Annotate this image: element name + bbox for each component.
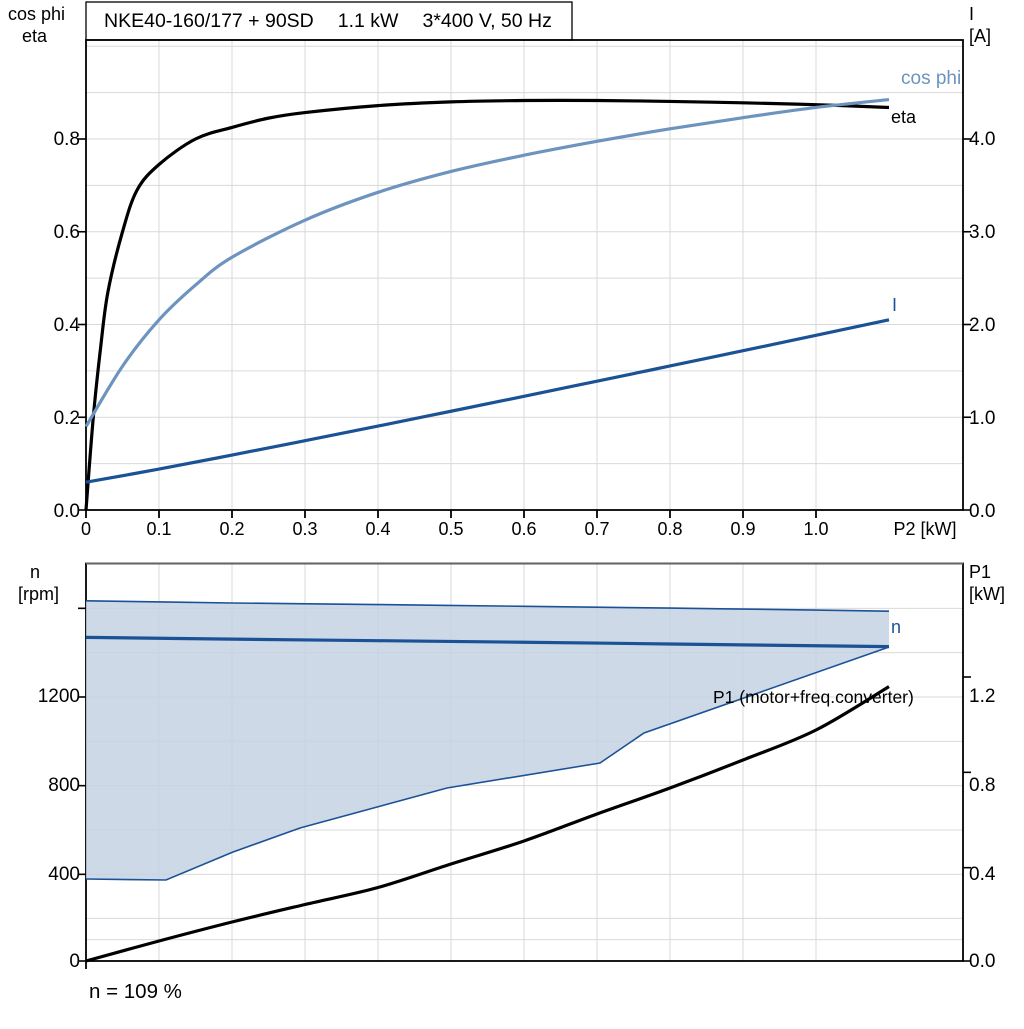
svg-text:0.0: 0.0 (54, 501, 80, 522)
svg-text:0.0: 0.0 (969, 501, 995, 522)
svg-text:n: n (891, 617, 901, 637)
svg-text:0.2: 0.2 (219, 519, 244, 539)
svg-text:cos phi: cos phi (8, 4, 65, 24)
svg-text:0.0: 0.0 (969, 951, 995, 972)
svg-text:0.5: 0.5 (438, 519, 463, 539)
svg-text:[kW]: [kW] (969, 584, 1005, 604)
svg-text:0.7: 0.7 (584, 519, 609, 539)
svg-text:[A]: [A] (969, 26, 991, 46)
svg-text:4.0: 4.0 (969, 129, 995, 150)
svg-text:I: I (969, 4, 974, 24)
svg-text:0.6: 0.6 (511, 519, 536, 539)
svg-text:0.9: 0.9 (730, 519, 755, 539)
svg-text:800: 800 (48, 775, 80, 796)
svg-text:0.4: 0.4 (365, 519, 390, 539)
svg-text:2.0: 2.0 (969, 315, 995, 336)
svg-text:n = 109 %: n = 109 % (89, 980, 182, 1003)
svg-text:0.6: 0.6 (54, 222, 80, 243)
svg-text:1.0: 1.0 (803, 519, 828, 539)
svg-text:0.8: 0.8 (969, 775, 995, 796)
svg-text:P2 [kW]: P2 [kW] (893, 519, 956, 539)
svg-text:cos phi: cos phi (901, 68, 961, 89)
svg-text:1200: 1200 (38, 686, 80, 707)
svg-text:0: 0 (81, 519, 91, 539)
svg-text:I: I (892, 295, 897, 315)
svg-text:1.0: 1.0 (969, 408, 995, 429)
svg-text:0.3: 0.3 (292, 519, 317, 539)
svg-text:0.2: 0.2 (54, 408, 80, 429)
svg-text:0.4: 0.4 (54, 315, 81, 336)
svg-text:n: n (30, 562, 40, 582)
svg-text:0.8: 0.8 (657, 519, 682, 539)
svg-text:P1: P1 (969, 562, 991, 582)
svg-text:P1 (motor+freq.converter): P1 (motor+freq.converter) (713, 687, 914, 707)
svg-text:[rpm]: [rpm] (18, 584, 59, 604)
svg-text:0.4: 0.4 (969, 864, 996, 885)
svg-text:eta: eta (891, 107, 917, 127)
svg-text:400: 400 (48, 864, 80, 885)
svg-text:eta: eta (22, 26, 48, 46)
svg-text:0.8: 0.8 (54, 129, 80, 150)
svg-text:3.0: 3.0 (969, 222, 995, 243)
svg-text:1.2: 1.2 (969, 686, 995, 707)
svg-text:0.1: 0.1 (146, 519, 171, 539)
